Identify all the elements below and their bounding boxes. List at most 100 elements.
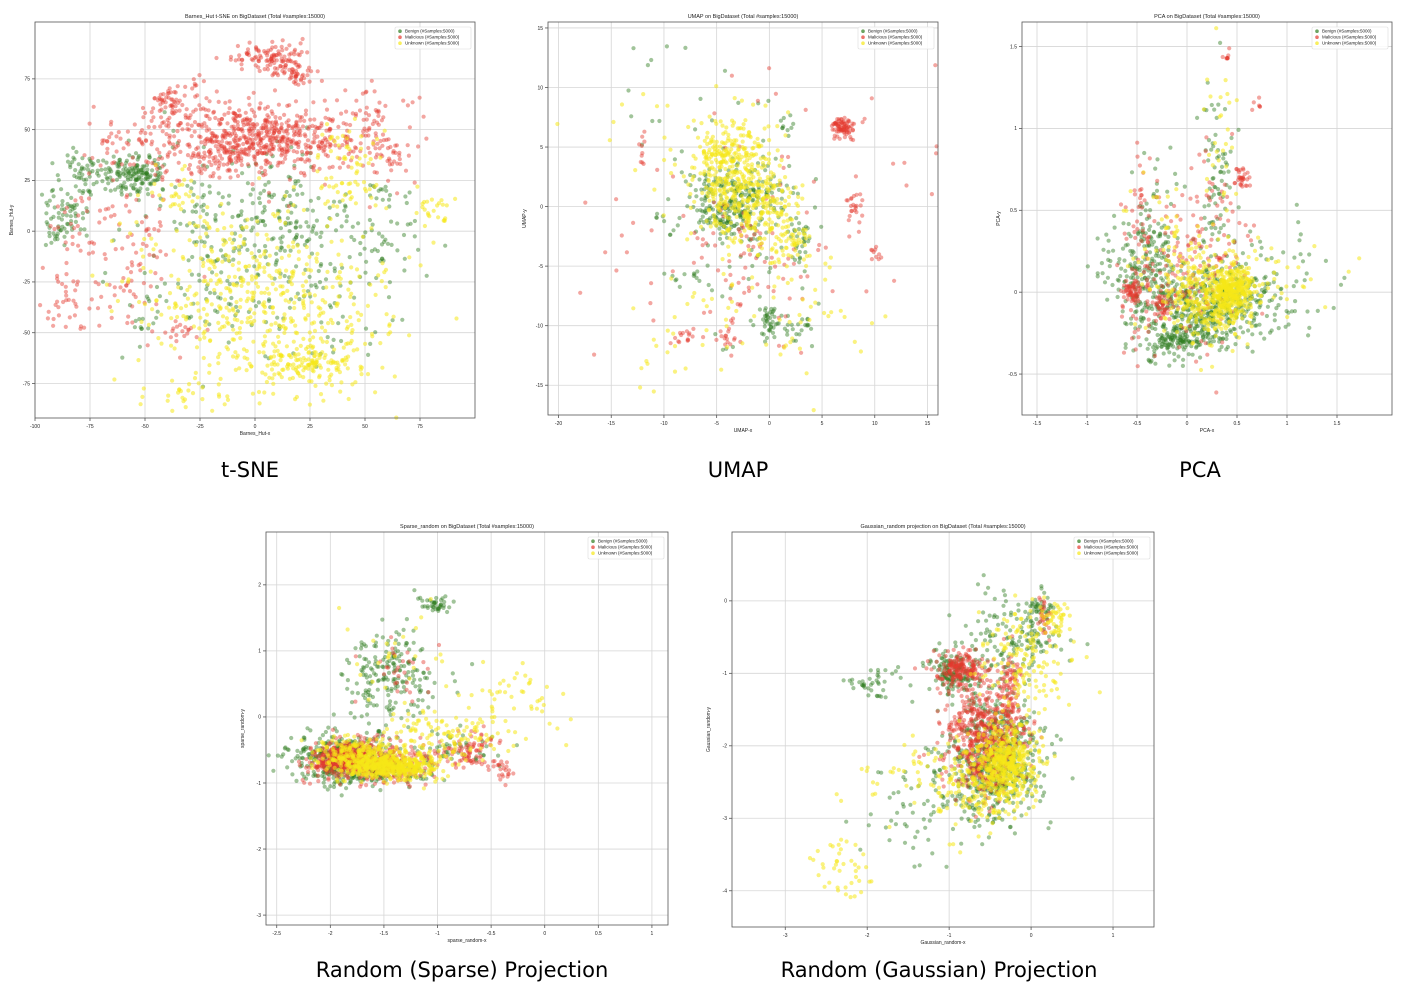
scatter-point	[284, 120, 289, 125]
scatter-point	[98, 163, 103, 168]
series-unknown	[90, 116, 459, 420]
scatter-point	[377, 146, 382, 151]
scatter-point	[196, 308, 201, 313]
scatter-point	[182, 292, 187, 297]
scatter-point	[801, 231, 806, 236]
scatter-point	[730, 344, 735, 350]
scatter-point	[293, 225, 299, 230]
scatter-point	[213, 144, 218, 149]
scatter-point	[1165, 253, 1170, 258]
scatter-point	[711, 167, 717, 172]
scatter-point	[738, 213, 743, 218]
scatter-point	[662, 271, 667, 276]
scatter-point	[699, 187, 704, 192]
scatter-point	[207, 159, 212, 164]
scatter-point	[236, 151, 241, 156]
scatter-point	[136, 167, 141, 173]
scatter-point	[156, 165, 161, 170]
scatter-point	[758, 156, 763, 161]
scatter-point	[271, 341, 276, 346]
scatter-point	[852, 208, 857, 213]
scatter-point	[756, 101, 761, 106]
scatter-point	[368, 341, 373, 346]
scatter-point	[1205, 311, 1210, 316]
scatter-point	[841, 119, 846, 124]
scatter-point	[318, 392, 324, 397]
scatter-point	[1137, 203, 1143, 209]
scatter-point	[263, 120, 268, 125]
scatter-point	[199, 154, 204, 159]
scatter-point	[309, 251, 315, 256]
scatter-point	[196, 154, 201, 159]
scatter-point	[720, 347, 725, 352]
scatter-point	[693, 156, 698, 161]
scatter-point	[343, 203, 348, 208]
scatter-point	[230, 337, 235, 342]
scatter-point	[225, 132, 230, 137]
scatter-point	[665, 350, 670, 355]
scatter-point	[263, 118, 269, 123]
scatter-point	[790, 242, 795, 247]
scatter-point	[1175, 323, 1180, 328]
scatter-point	[140, 394, 145, 399]
scatter-point	[346, 354, 351, 359]
scatter-point	[1183, 338, 1189, 343]
scatter-point	[291, 133, 297, 138]
scatter-point	[141, 386, 146, 391]
scatter-point	[1133, 271, 1138, 276]
scatter-point	[232, 126, 237, 131]
scatter-point	[775, 148, 780, 153]
scatter-point	[261, 188, 267, 193]
scatter-point	[304, 220, 309, 225]
scatter-point	[328, 143, 333, 148]
scatter-point	[723, 317, 729, 322]
scatter-point	[1148, 234, 1153, 239]
scatter-point	[1165, 189, 1170, 194]
scatter-point	[738, 302, 743, 307]
scatter-point	[144, 215, 149, 220]
scatter-point	[1160, 324, 1165, 329]
scatter-point	[68, 221, 73, 226]
scatter-point	[73, 198, 78, 203]
scatter-point	[672, 157, 677, 162]
scatter-point	[276, 334, 281, 339]
scatter-point	[243, 147, 248, 152]
scatter-point	[1144, 201, 1149, 206]
scatter-point	[239, 156, 244, 161]
scatter-point	[172, 152, 177, 157]
scatter-point	[291, 80, 296, 85]
scatter-point	[298, 224, 303, 229]
scatter-point	[753, 222, 758, 227]
scatter-point	[117, 157, 122, 162]
scatter-point	[698, 218, 703, 223]
scatter-point	[197, 73, 202, 78]
scatter-point	[238, 305, 243, 310]
scatter-point	[189, 155, 194, 160]
scatter-point	[175, 314, 180, 320]
scatter-point	[858, 203, 863, 208]
scatter-point	[1155, 307, 1160, 312]
scatter-point	[197, 159, 202, 165]
scatter-point	[208, 139, 213, 144]
scatter-point	[260, 370, 265, 375]
scatter-point	[345, 324, 350, 329]
scatter-point	[1138, 317, 1143, 322]
scatter-point	[751, 236, 756, 241]
scatter-point	[311, 361, 316, 366]
scatter-point	[47, 225, 52, 230]
scatter-point	[292, 52, 297, 57]
scatter-point	[269, 109, 274, 114]
scatter-point	[303, 142, 308, 147]
scatter-point	[250, 142, 255, 147]
scatter-point	[165, 152, 170, 157]
scatter-point	[839, 125, 845, 130]
scatter-point	[291, 149, 296, 154]
scatter-point	[249, 274, 254, 279]
scatter-point	[840, 128, 845, 133]
scatter-point	[223, 297, 228, 302]
scatter-point	[805, 322, 810, 327]
scatter-point	[708, 220, 713, 225]
scatter-point	[681, 213, 686, 218]
scatter-point	[249, 228, 254, 233]
scatter-point	[310, 123, 315, 128]
